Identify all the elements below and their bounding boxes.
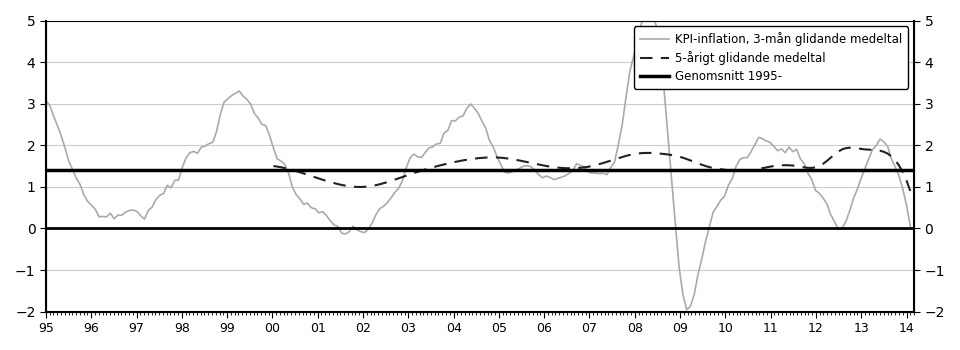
5-årigt glidande medeltal (810, 165, 822, 169)
KPI-inflation, 3-mån glidande medeltal (260, 124, 272, 128)
KPI-inflation, 3-mån glidande medeltal (556, 175, 567, 179)
KPI-inflation, 3-mån glidande medeltal (177, 165, 188, 169)
5-årigt glidande medeltal (438, 162, 449, 167)
Line: KPI-inflation, 3-mån glidande medeltal: KPI-inflation, 3-mån glidande medeltal (46, 8, 910, 310)
KPI-inflation, 3-mån glidande medeltal (904, 224, 916, 228)
KPI-inflation, 3-mån glidande medeltal (461, 106, 472, 111)
KPI-inflation, 3-mån glidande medeltal (639, 6, 651, 10)
5-årigt glidande medeltal (764, 164, 776, 169)
5-årigt glidande medeltal (844, 146, 855, 150)
5-årigt glidande medeltal (517, 159, 529, 163)
Line: 5-årigt glidande medeltal: 5-årigt glidande medeltal (274, 148, 910, 191)
KPI-inflation, 3-mån glidande medeltal (40, 98, 52, 103)
5-årigt glidande medeltal (878, 150, 890, 154)
5-årigt glidande medeltal (904, 189, 916, 193)
KPI-inflation, 3-mån glidande medeltal (560, 174, 571, 178)
5-årigt glidande medeltal (268, 164, 279, 168)
5-årigt glidande medeltal (776, 163, 787, 167)
Legend: KPI-inflation, 3-mån glidande medeltal, 5-årigt glidande medeltal, Genomsnitt 19: KPI-inflation, 3-mån glidande medeltal, … (634, 26, 908, 89)
KPI-inflation, 3-mån glidande medeltal (821, 202, 832, 206)
KPI-inflation, 3-mån glidande medeltal (681, 308, 692, 312)
